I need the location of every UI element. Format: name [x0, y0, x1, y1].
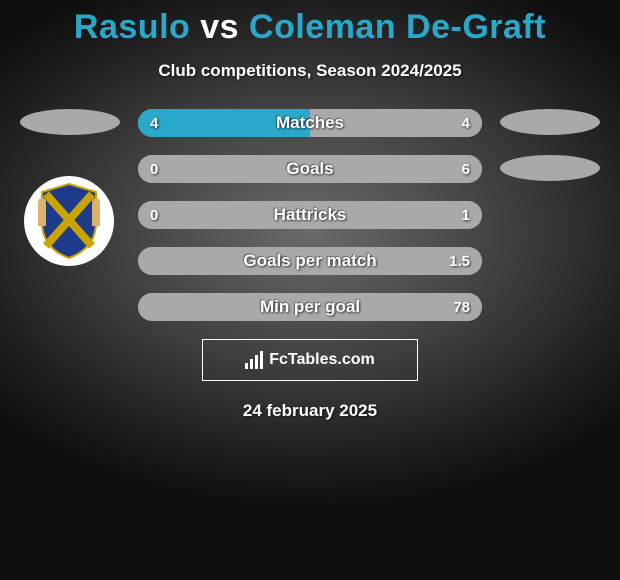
- right-side-slot: [500, 155, 600, 183]
- right-side-slot: [500, 293, 600, 321]
- bar-fill-right: [138, 247, 482, 275]
- right-side-slot: [500, 201, 600, 229]
- player-ellipse-right: [500, 109, 600, 135]
- bar-fill-left: [138, 109, 310, 137]
- stat-bar: 1.5Goals per match: [138, 247, 482, 275]
- left-side-slot: [20, 109, 120, 137]
- stat-row: 06Goals: [0, 155, 620, 183]
- stat-bar: 01Hattricks: [138, 201, 482, 229]
- stat-bar: 78Min per goal: [138, 293, 482, 321]
- footer-brand-text: FcTables.com: [269, 351, 375, 369]
- right-side-slot: [500, 247, 600, 275]
- title-vs: vs: [200, 8, 239, 46]
- stat-bar: 44Matches: [138, 109, 482, 137]
- stat-row: 78Min per goal: [0, 293, 620, 321]
- subtitle: Club competitions, Season 2024/2025: [0, 61, 620, 81]
- bar-fill-right: [138, 155, 482, 183]
- date-label: 24 february 2025: [0, 401, 620, 421]
- shield-icon: [34, 182, 104, 260]
- stat-row: 44Matches: [0, 109, 620, 137]
- title-player2: Coleman De-Graft: [249, 8, 546, 46]
- team-crest-left: [24, 176, 114, 266]
- bar-chart-icon: [245, 351, 263, 369]
- footer-brand-box: FcTables.com: [202, 339, 418, 381]
- right-side-slot: [500, 109, 600, 137]
- page-title: Rasulo vs Coleman De-Graft: [0, 8, 620, 47]
- bar-fill-right: [310, 109, 482, 137]
- player-ellipse-left: [20, 109, 120, 135]
- bar-fill-right: [138, 201, 482, 229]
- bar-fill-right: [138, 293, 482, 321]
- stat-bar: 06Goals: [138, 155, 482, 183]
- player-ellipse-right: [500, 155, 600, 181]
- left-side-slot: [20, 293, 120, 321]
- title-player1: Rasulo: [74, 8, 190, 46]
